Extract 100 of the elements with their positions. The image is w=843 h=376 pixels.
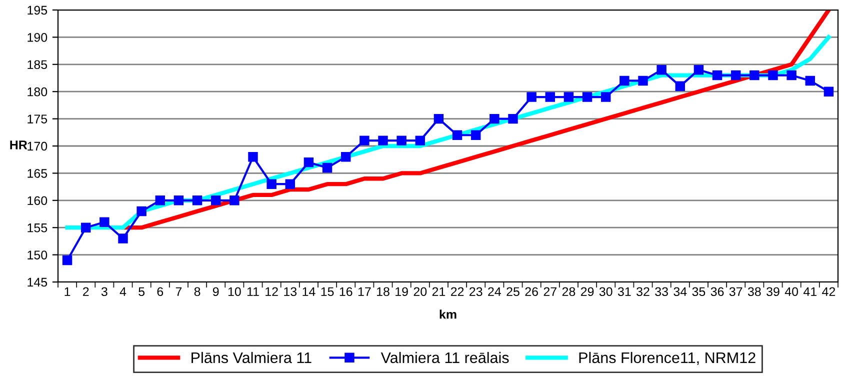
point xyxy=(174,196,184,206)
x-tick-label: 30 xyxy=(599,287,612,296)
x-tick-label: 2 xyxy=(83,287,89,296)
x-tick-label: 25 xyxy=(506,287,520,296)
y-tick-label: 180 xyxy=(28,87,48,96)
x-tick-label: 23 xyxy=(470,287,482,296)
x-tick-label: 1 xyxy=(64,287,70,296)
y-tick-label: 150 xyxy=(28,250,48,260)
point xyxy=(490,114,500,124)
point xyxy=(768,70,778,80)
point xyxy=(730,70,741,80)
x-tick-label: 3 xyxy=(101,287,108,296)
point xyxy=(582,92,592,102)
point xyxy=(230,196,240,206)
x-tick-label: 13 xyxy=(284,287,297,296)
point xyxy=(434,114,444,124)
x-tick-label: 19 xyxy=(396,287,408,296)
point xyxy=(248,152,258,162)
y-tick-label: 155 xyxy=(28,224,48,232)
point xyxy=(805,76,816,86)
point xyxy=(545,92,556,102)
x-tick-label: 22 xyxy=(450,287,464,296)
point xyxy=(712,70,722,80)
point xyxy=(210,196,221,206)
x-tick-label: 10 xyxy=(228,287,241,296)
x-tick-label: 15 xyxy=(321,287,334,296)
x-tick-label: 39 xyxy=(766,287,780,296)
x-tick-label: 28 xyxy=(562,287,576,296)
point xyxy=(100,217,110,228)
x-tick-label: 40 xyxy=(784,287,798,296)
x-tick-label: 9 xyxy=(212,287,219,296)
y-tick-label: 145 xyxy=(28,278,48,287)
y-tick-label: 185 xyxy=(28,60,48,70)
y-tick-label: 165 xyxy=(28,169,48,178)
point xyxy=(508,114,518,124)
x-tick-label: 7 xyxy=(176,287,182,296)
x-tick-label: 37 xyxy=(729,287,742,296)
x-tick-label: 20 xyxy=(414,287,427,296)
x-tick-label: 29 xyxy=(580,287,594,296)
point xyxy=(415,136,426,146)
y-tick-label: 170 xyxy=(28,142,48,151)
x-tick-label: 26 xyxy=(525,287,538,296)
point xyxy=(824,86,834,96)
point xyxy=(80,222,91,232)
point xyxy=(750,70,760,80)
x-tick-label: 8 xyxy=(194,287,200,296)
x-tick-label: 24 xyxy=(488,287,502,296)
y-tick-label: 190 xyxy=(28,33,48,42)
x-tick-label: 6 xyxy=(157,287,164,296)
x-tick-label: 31 xyxy=(618,287,631,296)
point xyxy=(378,136,388,146)
legend-label: Valmiera 11 reālais xyxy=(380,352,509,364)
x-tick-label: 16 xyxy=(340,287,352,296)
legend-label: Plāns Florence11, NRM12 xyxy=(579,352,756,365)
legend-label: Plāns Valmiera 11 xyxy=(192,352,312,364)
y-tick-label: 160 xyxy=(28,196,48,206)
point xyxy=(470,130,481,140)
x-tick-label: 35 xyxy=(692,287,706,296)
point xyxy=(638,76,648,86)
point xyxy=(600,92,611,102)
y-tick-label: 195 xyxy=(28,6,48,15)
x-tick-label: 38 xyxy=(748,287,761,296)
point xyxy=(118,234,128,244)
point xyxy=(155,196,166,206)
point xyxy=(322,162,332,173)
x-tick-label: 32 xyxy=(636,287,650,296)
x-tick-label: 42 xyxy=(822,287,836,296)
point xyxy=(526,92,536,102)
y-axis-title: HR xyxy=(10,140,28,150)
point xyxy=(304,157,314,168)
x-tick-label: 11 xyxy=(247,287,259,296)
point xyxy=(136,206,146,216)
x-tick-label: 21 xyxy=(432,287,446,296)
x-tick-label: 36 xyxy=(710,287,724,296)
x-tick-label: 12 xyxy=(266,287,278,296)
x-tick-label: 34 xyxy=(674,287,687,296)
point xyxy=(360,136,370,146)
point xyxy=(694,64,704,75)
x-tick-label: 18 xyxy=(377,287,390,296)
x-tick-label: 14 xyxy=(302,287,316,296)
x-tick-label: 17 xyxy=(358,287,371,296)
point xyxy=(675,81,686,92)
point xyxy=(452,130,462,140)
point xyxy=(786,70,796,80)
point xyxy=(192,196,202,206)
point xyxy=(340,152,351,162)
point xyxy=(266,179,276,189)
x-axis-title: km xyxy=(440,310,456,319)
x-tick-label: 4 xyxy=(120,287,126,296)
point xyxy=(285,179,296,189)
x-tick-label: 27 xyxy=(544,287,556,296)
point xyxy=(564,92,574,102)
point xyxy=(62,255,72,266)
y-tick-label: 175 xyxy=(28,114,48,124)
point xyxy=(656,64,666,75)
x-tick-label: 5 xyxy=(138,287,145,296)
x-tick-label: 33 xyxy=(655,287,668,296)
point xyxy=(396,136,406,146)
x-tick-label: 41 xyxy=(803,287,816,296)
point xyxy=(620,76,630,86)
